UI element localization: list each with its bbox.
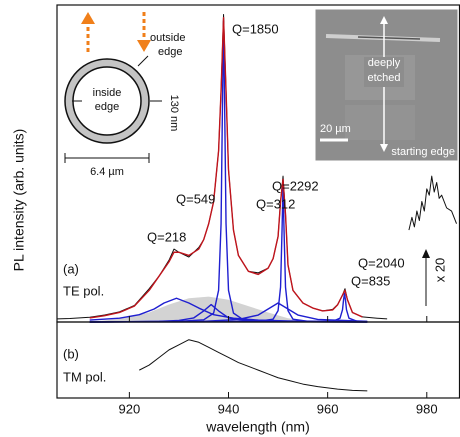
ring-label: edge bbox=[95, 101, 119, 113]
annotation: Q=218 bbox=[147, 229, 186, 244]
annotation: TE pol. bbox=[63, 283, 104, 298]
arrowhead bbox=[380, 144, 388, 152]
annotation: (b) bbox=[63, 346, 79, 361]
annotation: Q=312 bbox=[256, 196, 295, 211]
plot-frame bbox=[56, 321, 460, 399]
annotation: Q=549 bbox=[176, 191, 215, 206]
x-axis-label: wavelength (nm) bbox=[205, 419, 310, 435]
sem-inset: deeply etched 20 µm starting edge bbox=[314, 8, 459, 162]
annotation: Q=835 bbox=[351, 273, 390, 288]
arrowhead bbox=[137, 40, 151, 52]
ring-label: outside bbox=[150, 32, 185, 44]
ring-label: inside bbox=[93, 87, 122, 99]
ring-label: edge bbox=[158, 46, 182, 58]
annotation: x 20 bbox=[432, 258, 447, 283]
pointer bbox=[137, 55, 149, 67]
x-tick-label: 920 bbox=[119, 401, 141, 416]
line bbox=[89, 297, 368, 323]
x-tick-label: 980 bbox=[416, 401, 438, 416]
sem-waveguide bbox=[357, 36, 421, 40]
sem-label: starting edge bbox=[391, 146, 455, 158]
x-tick-label: 960 bbox=[317, 401, 339, 416]
line bbox=[139, 339, 368, 392]
area bbox=[89, 296, 318, 322]
line bbox=[89, 16, 363, 319]
sem-label: 20 µm bbox=[320, 123, 351, 135]
annotation: Q=2040 bbox=[358, 255, 405, 270]
line bbox=[408, 175, 457, 231]
ring-inset: outside edge inside edge 130 nm 6.4 µm bbox=[64, 12, 185, 178]
annotation: Q=1850 bbox=[232, 21, 279, 36]
ring-label: 130 nm bbox=[168, 95, 180, 132]
y-axis-label: PL intensity (arb. units) bbox=[11, 129, 27, 272]
arrowhead bbox=[422, 249, 430, 258]
ring-label: 6.4 µm bbox=[90, 166, 124, 178]
sem-region bbox=[345, 105, 415, 140]
arrowhead bbox=[81, 12, 95, 24]
annotation: Q=2292 bbox=[272, 178, 319, 193]
label-bg bbox=[364, 57, 404, 87]
sem-label: etched bbox=[367, 72, 400, 84]
arrowhead bbox=[380, 16, 388, 24]
x-tick-label: 940 bbox=[218, 401, 240, 416]
annotation: (a) bbox=[63, 261, 79, 276]
line bbox=[89, 302, 368, 323]
annotation: TM pol. bbox=[63, 369, 106, 384]
sem-label: deeply bbox=[368, 57, 401, 69]
